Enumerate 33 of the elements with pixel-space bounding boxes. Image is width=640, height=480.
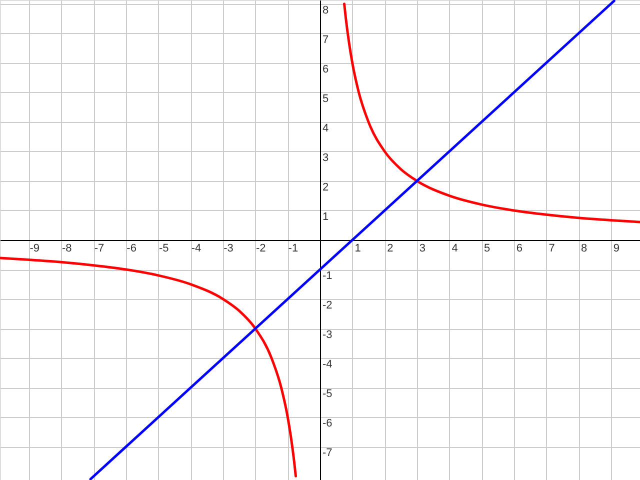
y-tick-label: 7 <box>322 34 329 46</box>
x-tick-label: -3 <box>224 242 234 254</box>
y-tick-label: -6 <box>322 418 332 430</box>
y-tick-label: -1 <box>322 270 332 282</box>
x-tick-label: 4 <box>452 242 458 254</box>
y-tick-label: -5 <box>322 388 332 400</box>
y-tick-label: 5 <box>322 92 329 105</box>
x-tick-label: -8 <box>62 242 72 254</box>
y-tick-label: 1 <box>322 210 329 223</box>
y-tick-label: 3 <box>322 152 329 164</box>
x-tick-label: -9 <box>30 242 40 254</box>
y-tick-label: 6 <box>322 63 329 76</box>
y-tick-label: 8 <box>322 4 329 16</box>
x-tick-label: 6 <box>516 242 522 254</box>
x-tick-label: -7 <box>94 242 104 254</box>
x-tick-label: 5 <box>484 242 490 254</box>
x-tick-label: -1 <box>288 242 298 254</box>
x-tick-label: 9 <box>613 242 620 254</box>
x-tick-label: 1 <box>354 242 361 254</box>
y-tick-label: -4 <box>322 358 332 371</box>
x-tick-label: -5 <box>158 242 169 254</box>
y-tick-label: 4 <box>322 122 329 134</box>
y-tick-label: -2 <box>322 300 332 312</box>
x-tick-label: 7 <box>548 242 555 254</box>
y-tick-label: -7 <box>322 447 332 460</box>
y-tick-label: -3 <box>322 329 332 342</box>
x-tick-label: -6 <box>126 242 136 254</box>
x-tick-label: 8 <box>581 242 588 254</box>
x-tick-label: -2 <box>256 242 266 254</box>
x-tick-label: 2 <box>387 242 394 254</box>
x-tick-label: 3 <box>419 242 426 254</box>
y-tick-label: 2 <box>322 181 329 194</box>
x-tick-label: -4 <box>191 242 202 254</box>
